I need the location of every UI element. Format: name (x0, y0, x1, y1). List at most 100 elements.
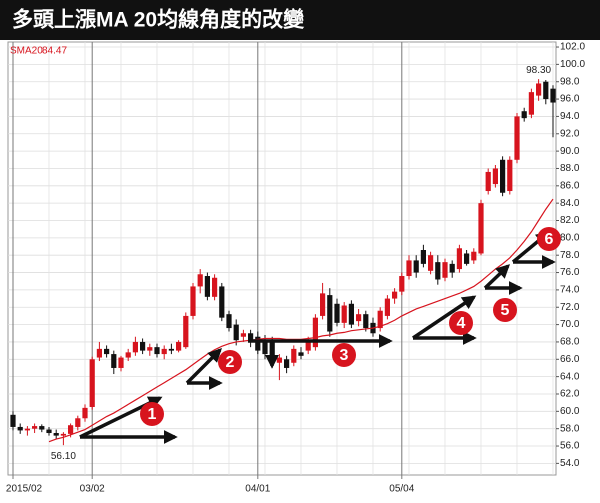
y-tick-label: 96.0 (560, 94, 580, 105)
candle-body (327, 295, 333, 332)
candle-body (10, 414, 16, 427)
y-tick-label: 86.0 (560, 180, 580, 191)
x-tick-label: 03/02 (80, 484, 105, 495)
candle-body (377, 310, 383, 329)
marker-number: 3 (340, 347, 349, 364)
candle-body (68, 425, 74, 434)
candle-body (46, 429, 52, 434)
y-tick-label: 62.0 (560, 389, 580, 400)
candle-body (118, 357, 124, 368)
x-tick-label: 05/04 (389, 484, 414, 495)
candle-body (183, 315, 189, 348)
candle-body (420, 249, 426, 264)
candle-body (413, 260, 419, 273)
candle-body (492, 168, 498, 185)
candle-body (125, 352, 131, 358)
high-label: 98.30 (526, 65, 551, 76)
marker-circle (140, 402, 164, 426)
y-tick-label: 100.0 (560, 59, 585, 70)
annotation-arrow (483, 264, 511, 290)
marker-number: 5 (501, 302, 510, 319)
candle-body (212, 277, 218, 297)
candle-body (485, 171, 491, 192)
candle-body (53, 433, 59, 436)
candle-body (514, 116, 520, 160)
y-tick-label: 74.0 (560, 285, 580, 296)
candle-body (39, 426, 45, 430)
y-tick-label: 78.0 (560, 250, 580, 261)
y-tick-label: 102.0 (560, 42, 585, 53)
candle-body (435, 262, 441, 280)
marker-circle (537, 227, 561, 251)
candle-body (392, 291, 398, 299)
y-tick-label: 80.0 (560, 232, 580, 243)
legend-name: SMA20 (10, 46, 43, 57)
candle-body (248, 333, 254, 341)
candle-body (111, 354, 117, 368)
candle-body (384, 298, 390, 316)
candle-body (320, 293, 326, 316)
candle-body (204, 276, 210, 297)
y-tick-label: 88.0 (560, 163, 580, 174)
y-tick-label: 64.0 (560, 371, 580, 382)
y-tick-label: 90.0 (560, 146, 580, 157)
y-tick-label: 68.0 (560, 337, 580, 348)
y-tick-label: 60.0 (560, 406, 580, 417)
candle-body (262, 340, 268, 355)
marker-circle (493, 298, 517, 322)
annotation-arrow (185, 348, 222, 385)
candle-body (298, 352, 304, 356)
marker-number: 2 (226, 354, 235, 371)
candle-body (96, 348, 102, 358)
candle-body (154, 347, 160, 355)
candle-body (528, 92, 534, 115)
candle-body (341, 305, 347, 323)
candle-body (507, 159, 513, 192)
x-tick-label: 2015/02 (6, 484, 43, 495)
candle-body (176, 341, 182, 351)
candle-body (190, 286, 196, 316)
legend-value: 84.47 (42, 46, 67, 57)
y-tick-label: 70.0 (560, 319, 580, 330)
candle-body (471, 251, 477, 261)
marker-number: 4 (457, 315, 466, 332)
candle-body (233, 324, 239, 341)
chart-title: 多頭上漲MA 20均線角度的改變 (12, 8, 305, 32)
candle-body (406, 260, 412, 277)
candle-body (104, 348, 110, 355)
y-tick-label: 92.0 (560, 128, 580, 139)
candle-body (536, 83, 542, 96)
marker-number: 1 (148, 406, 157, 423)
marker-circle (218, 350, 242, 374)
candle-body (543, 81, 549, 100)
candle-body (226, 314, 232, 329)
candle-body (334, 303, 340, 323)
candle-body (24, 428, 30, 431)
candle-body (449, 263, 455, 273)
candle-body (356, 314, 362, 322)
y-tick-label: 56.0 (560, 441, 580, 452)
y-tick-label: 58.0 (560, 423, 580, 434)
candle-body (399, 276, 405, 292)
y-tick-label: 98.0 (560, 76, 580, 87)
y-tick-label: 82.0 (560, 215, 580, 226)
candle-body (464, 253, 470, 264)
candle-body (75, 418, 81, 427)
plot-frame (7, 41, 557, 476)
y-tick-label: 84.0 (560, 198, 580, 209)
candle-body (312, 317, 318, 348)
candle-body (197, 274, 203, 287)
low-label: 56.10 (51, 451, 76, 462)
candle-body (82, 407, 88, 419)
candle-body (168, 348, 174, 351)
candle-body (305, 340, 311, 351)
candle-body (291, 348, 297, 363)
marker-circle (332, 343, 356, 367)
candle-body (428, 255, 434, 271)
title-bar (0, 0, 600, 40)
candle-body (550, 88, 556, 103)
y-tick-label: 76.0 (560, 267, 580, 278)
candle-body (521, 111, 527, 119)
candle-body (478, 203, 484, 254)
